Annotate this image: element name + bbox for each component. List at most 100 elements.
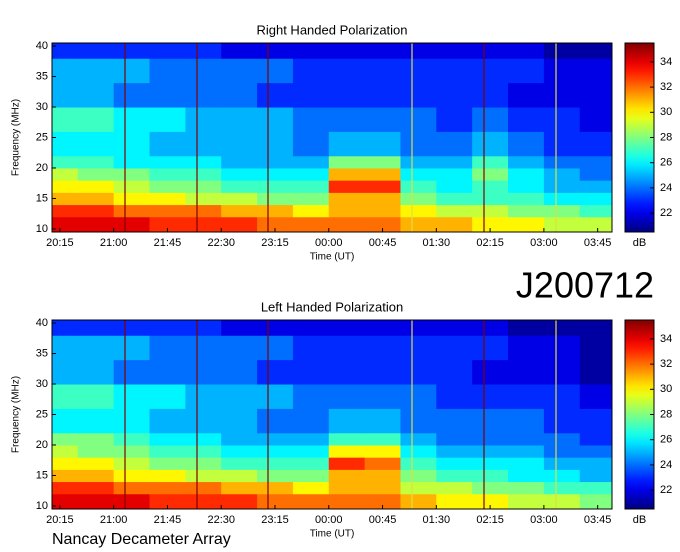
x-tick-label: 01:30 xyxy=(423,514,451,526)
heatmap-cell xyxy=(579,131,613,157)
heatmap-cell xyxy=(364,320,401,336)
heatmap-cell xyxy=(113,335,151,361)
heatmap-cell xyxy=(113,359,151,385)
heatmap-cell xyxy=(149,432,186,446)
heatmap-cell xyxy=(436,192,473,206)
x-tick-label: 00:45 xyxy=(369,514,397,526)
heatmap-cell xyxy=(400,107,437,132)
heatmap-cell xyxy=(52,192,79,206)
heatmap-cell xyxy=(472,469,509,483)
heatmap-cell xyxy=(508,493,545,510)
heatmap-cell xyxy=(221,481,258,495)
heatmap-cell xyxy=(543,107,581,132)
heatmap-cell xyxy=(472,82,509,108)
heatmap-cell xyxy=(77,469,115,483)
heatmap-cell xyxy=(436,432,473,446)
colorbar-tick-label: 26 xyxy=(660,157,672,169)
heatmap-cell xyxy=(543,408,581,434)
heatmap-cell xyxy=(436,131,473,157)
colorbar xyxy=(624,319,655,510)
heatmap-cell xyxy=(77,204,115,218)
heatmap-cell xyxy=(508,359,545,385)
heatmap-cell xyxy=(364,82,401,108)
heatmap-cell xyxy=(364,216,401,233)
heatmap-cell xyxy=(508,82,545,108)
colorbar-tick-label: 34 xyxy=(660,56,672,68)
heatmap-cell xyxy=(508,444,545,458)
heatmap-cell xyxy=(472,107,509,132)
x-tick-label: 21:45 xyxy=(154,514,182,526)
heatmap-cell xyxy=(292,335,330,361)
heatmap-cell xyxy=(364,384,401,409)
heatmap-cell xyxy=(257,204,294,218)
heatmap-cell xyxy=(364,432,401,446)
heatmap-cell xyxy=(579,493,613,510)
heatmap-cell xyxy=(185,155,222,169)
heatmap-cell xyxy=(579,43,613,59)
heatmap-cell xyxy=(77,167,115,181)
heatmap-cell xyxy=(328,432,366,446)
colorbar-tick-label: 28 xyxy=(660,408,672,420)
heatmap-cell xyxy=(436,444,473,458)
heatmap-cell xyxy=(221,155,258,169)
heatmap-cell xyxy=(328,204,366,218)
x-tick-label: 23:15 xyxy=(261,237,289,249)
y-tick-label: 15 xyxy=(36,192,48,204)
y-tick-label: 25 xyxy=(36,408,48,420)
heatmap-cell xyxy=(436,481,473,495)
heatmap-cell xyxy=(185,107,222,132)
heatmap-cell xyxy=(400,155,437,169)
heatmap-cell xyxy=(52,469,79,483)
heatmap-cell xyxy=(113,408,151,434)
heatmap-cell xyxy=(221,180,258,193)
y-tick-label: 20 xyxy=(36,162,48,174)
heatmap-cell xyxy=(292,192,330,206)
y-tick-label: 35 xyxy=(36,70,48,82)
heatmap-cell xyxy=(543,82,581,108)
heatmap-cell xyxy=(292,58,330,84)
heatmap-cell xyxy=(436,107,473,132)
x-tick-label: 00:45 xyxy=(369,237,397,249)
y-axis-label: Frequency (MHz) xyxy=(11,376,22,453)
panel-title: Right Handed Polarization xyxy=(256,22,407,37)
heatmap-cell xyxy=(436,180,473,193)
heatmap-cell xyxy=(221,320,258,336)
heatmap-cell xyxy=(221,457,258,470)
heatmap-cell xyxy=(364,192,401,206)
x-tick-label: 22:30 xyxy=(207,514,235,526)
heatmap-cell xyxy=(221,107,258,132)
heatmap-cell xyxy=(113,43,151,59)
panel-title: Left Handed Polarization xyxy=(261,299,403,314)
heatmap-cell xyxy=(221,216,258,233)
heatmap-cell xyxy=(400,457,437,470)
heatmap-cell xyxy=(113,320,151,336)
heatmap-cell xyxy=(52,457,79,470)
heatmap-cell xyxy=(508,155,545,169)
heatmap-cell xyxy=(113,493,151,510)
heatmap-cell xyxy=(52,432,79,446)
heatmap-cell xyxy=(77,432,115,446)
heatmap-cell xyxy=(472,408,509,434)
heatmap-cell xyxy=(149,335,186,361)
heatmap-cell xyxy=(257,444,294,458)
heatmap-cell xyxy=(185,82,222,108)
heatmap-cell xyxy=(257,493,294,510)
heatmap-cell xyxy=(257,180,294,193)
heatmap-cell xyxy=(364,43,401,59)
heatmap-cell xyxy=(508,58,545,84)
heatmap-cell xyxy=(472,216,509,233)
heatmap-cell xyxy=(292,457,330,470)
heatmap-cell xyxy=(364,469,401,483)
heatmap-cell xyxy=(257,82,294,108)
heatmap-cell xyxy=(543,167,581,181)
heatmap-cell xyxy=(113,481,151,495)
heatmap-cell xyxy=(149,320,186,336)
heatmap-cell xyxy=(328,131,366,157)
heatmap-cell xyxy=(77,359,115,385)
heatmap-cell xyxy=(292,216,330,233)
heatmap-cell xyxy=(113,384,151,409)
x-tick-label: 03:45 xyxy=(584,514,612,526)
heatmap-cell xyxy=(400,444,437,458)
heatmap-cell xyxy=(328,180,366,193)
